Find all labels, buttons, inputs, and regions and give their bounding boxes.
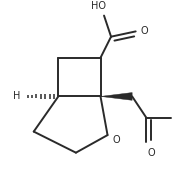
Text: O: O [113,135,120,145]
Text: HO: HO [91,1,106,11]
Polygon shape [100,92,132,100]
Text: O: O [140,26,148,36]
Text: H: H [13,91,21,101]
Text: O: O [148,148,156,158]
